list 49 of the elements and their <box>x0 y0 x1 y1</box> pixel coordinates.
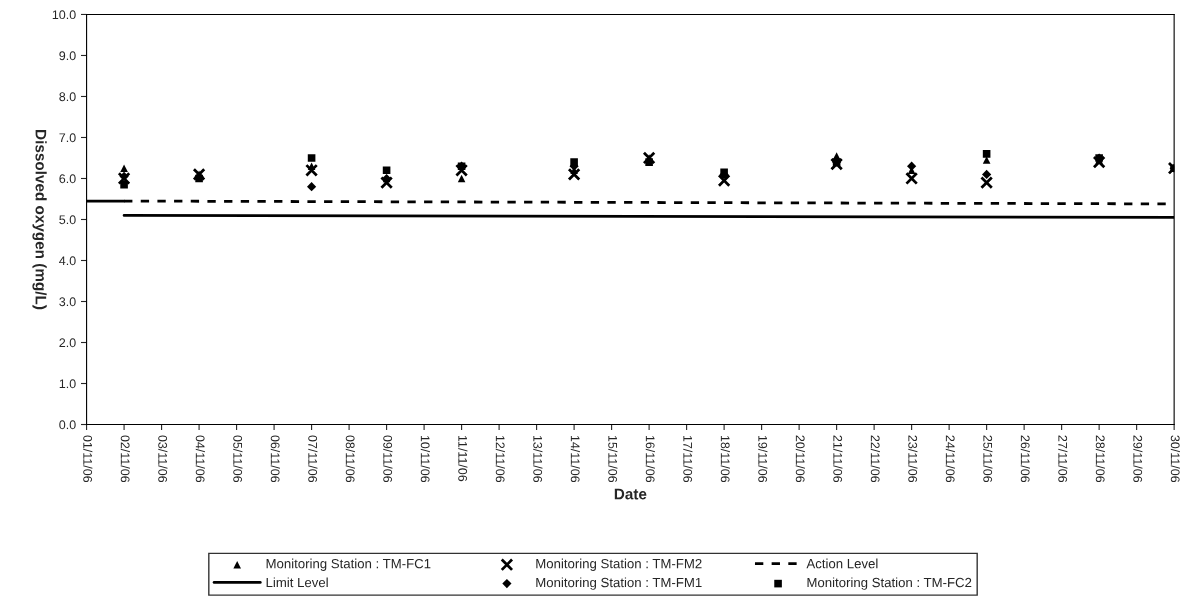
x-tick-label: 02/11/06 <box>120 435 130 483</box>
y-tick-label: 6.0 <box>59 174 76 184</box>
legend-label: Limit Level <box>266 577 328 588</box>
legend-label: Monitoring Station : TM-FC1 <box>266 558 431 571</box>
x-tick-label: 04/11/06 <box>195 435 205 483</box>
legend-label: Monitoring Station : TM-FC2 <box>807 577 972 590</box>
x-tick-label: 18/11/06 <box>720 435 730 483</box>
x-tick-label: 08/11/06 <box>345 435 355 483</box>
y-tick-label: 8.0 <box>59 92 76 102</box>
y-tick-label: 10.0 <box>52 10 76 20</box>
x-tick-label: 12/11/06 <box>495 435 505 483</box>
x-tick-label: 17/11/06 <box>683 435 693 483</box>
x-tick-label: 06/11/06 <box>270 435 280 483</box>
x-tick-label: 26/11/06 <box>1020 435 1030 483</box>
x-tick-label: 16/11/06 <box>645 435 655 483</box>
x-tick-label: 09/11/06 <box>383 435 393 483</box>
legend-label: Monitoring Station : TM-FM2 <box>536 558 702 571</box>
x-tick-label: 23/11/06 <box>908 435 918 483</box>
x-tick-label: 22/11/06 <box>870 435 880 483</box>
x-tick-label: 03/11/06 <box>158 435 168 483</box>
y-tick-label: 4.0 <box>59 256 76 266</box>
y-axis-title: Dissolved oxygen (mg/L) <box>32 130 47 310</box>
x-tick-label: 15/11/06 <box>608 435 618 483</box>
y-tick-label: 7.0 <box>59 133 76 143</box>
x-tick-label: 19/11/06 <box>758 435 768 483</box>
legend-label: Monitoring Station : TM-FM1 <box>536 577 702 590</box>
legend-label: Action Level <box>806 558 878 569</box>
x-tick-label: 30/11/06 <box>1170 435 1180 483</box>
x-tick-label: 28/11/06 <box>1095 435 1105 483</box>
x-axis-title: Date <box>614 488 647 500</box>
x-tick-label: 10/11/06 <box>420 435 430 483</box>
x-tick-label: 05/11/06 <box>233 435 243 483</box>
y-tick-label: 1.0 <box>59 379 76 389</box>
x-tick-label: 11/11/06 <box>458 435 468 482</box>
x-tick-label: 14/11/06 <box>570 435 580 483</box>
x-tick-label: 13/11/06 <box>533 435 543 483</box>
y-tick-label: 3.0 <box>59 297 76 307</box>
y-tick-label: 9.0 <box>59 51 76 61</box>
y-tick-label: 2.0 <box>59 338 76 348</box>
x-tick-label: 25/11/06 <box>983 435 993 483</box>
x-tick-label: 01/11/06 <box>83 435 93 483</box>
x-tick-label: 20/11/06 <box>795 435 805 483</box>
y-tick-label: 0.0 <box>59 420 76 430</box>
x-tick-label: 24/11/06 <box>945 435 955 483</box>
x-tick-label: 21/11/06 <box>833 435 843 483</box>
x-tick-label: 27/11/06 <box>1058 435 1068 483</box>
y-tick-label: 5.0 <box>59 215 76 225</box>
x-tick-label: 29/11/06 <box>1133 435 1143 483</box>
x-tick-label: 07/11/06 <box>308 435 318 483</box>
